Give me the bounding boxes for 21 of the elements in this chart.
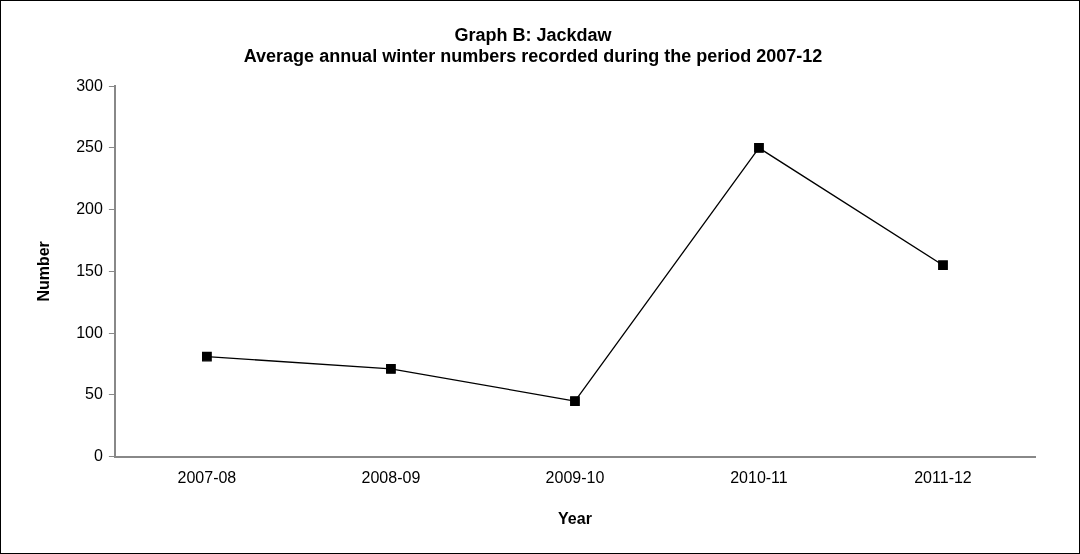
y-tick-label: 0 (93, 447, 103, 465)
point (754, 143, 764, 153)
point (570, 396, 580, 406)
x-tick-label: 2008-09 (361, 468, 421, 486)
x-axis-title: Year (558, 509, 592, 527)
y-tick-label: 300 (76, 76, 103, 94)
x-tick-label: 2009-10 (545, 468, 605, 486)
text: Average annual winter numbers recorded during the period 2007-12 (243, 46, 823, 67)
point (938, 260, 948, 271)
y-tick-label: 200 (76, 200, 103, 218)
y-tick-label: 100 (76, 323, 103, 341)
x-tick-label: 2011-12 (914, 468, 972, 486)
y-tick-label: 250 (76, 138, 103, 156)
point (386, 364, 396, 374)
text: Graph B: Jackdaw (454, 24, 612, 45)
x-tick-label: 2010-11 (730, 468, 788, 486)
y-tick-label: 150 (76, 261, 103, 279)
point (202, 351, 212, 362)
y-tick-label: 50 (85, 385, 103, 403)
x-tick-label: 2007-08 (177, 468, 237, 486)
y-axis-title: Number (35, 241, 53, 302)
